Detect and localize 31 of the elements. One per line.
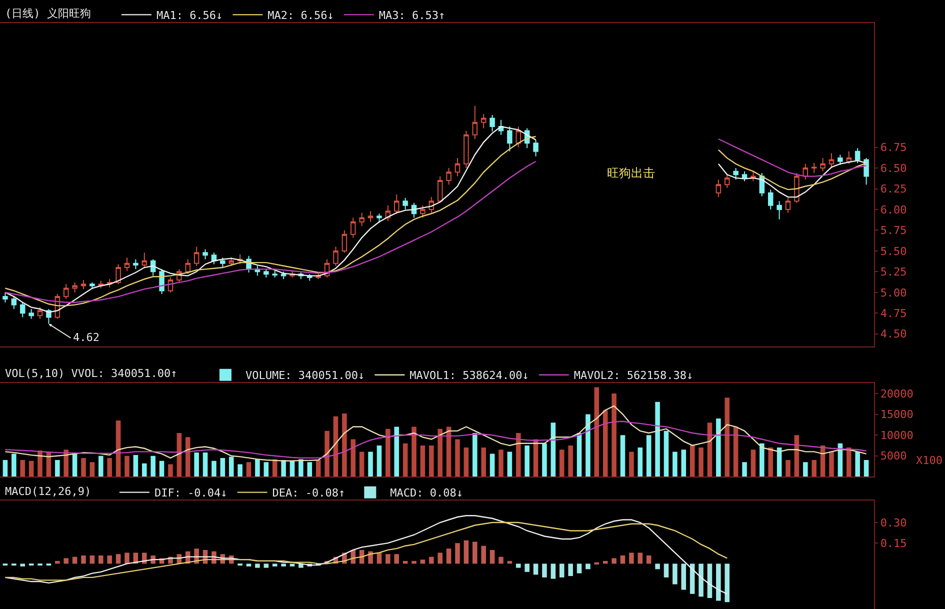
legend-label: DEA: -0.08↑: [272, 486, 346, 500]
y-tick-label: 20000: [880, 387, 914, 400]
chart-title: (日线) 义阳旺狗: [5, 7, 91, 20]
legend-label: MA1: 6.56↓: [156, 8, 223, 22]
legend-label: MAVOL2: 562158.38↓: [574, 369, 694, 382]
y-tick-label: 6.00: [880, 203, 907, 216]
y-tick-label: 4.75: [880, 306, 907, 320]
chart-title: VOL(5,10) VVOL: 340051.00↑: [5, 367, 178, 380]
legend-label: MAVOL1: 538624.00↓: [410, 369, 529, 382]
legend-label: VOLUME: 340051.00↓: [245, 369, 365, 382]
y-tick-label: 0.15: [880, 536, 907, 550]
legend-label: DIF: -0.04↓: [154, 486, 228, 500]
y-tick-label: 5.75: [880, 224, 907, 238]
y-tick-label: 5.50: [880, 244, 907, 258]
legend-label: MACD: 0.08↓: [390, 486, 464, 500]
y-tick-label: 5000: [880, 450, 907, 463]
y-tick-label: 0.30: [880, 516, 907, 530]
y-tick-label: 6.75: [880, 141, 907, 154]
legend-label: MA2: 6.56↓: [268, 8, 334, 22]
y-tick-label: 5.00: [880, 286, 907, 300]
y-tick-label: 10000: [880, 428, 914, 442]
annotation: 4.62: [73, 331, 100, 344]
y-tick-label: 15000: [880, 408, 914, 422]
y-tick-label: 6.50: [880, 162, 907, 175]
annotation: 旺狗出击: [607, 166, 655, 180]
text: X100: [916, 454, 942, 467]
legend-label: MA3: 6.53↑: [378, 8, 446, 22]
y-tick-label: 4.50: [880, 328, 907, 341]
chart-title: MACD(12,26,9): [5, 485, 92, 498]
y-tick-label: 5.25: [880, 266, 907, 279]
y-tick-label: 6.25: [880, 182, 907, 196]
